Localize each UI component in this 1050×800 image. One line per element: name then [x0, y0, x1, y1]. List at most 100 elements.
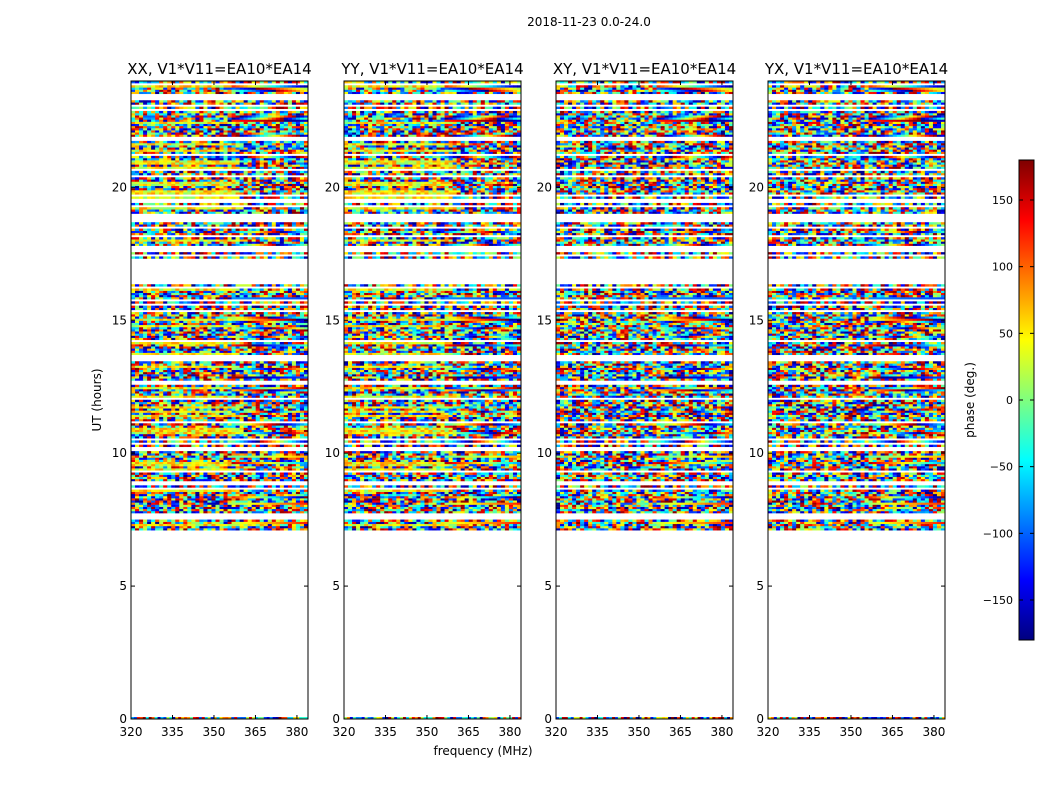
- heatmap-cell: [151, 395, 156, 398]
- heatmap-cell: [163, 192, 168, 195]
- heatmap-cell: [251, 187, 256, 191]
- heatmap-cell: [263, 187, 269, 191]
- heatmap-cell: [279, 429, 285, 433]
- heatmap-cell: [163, 468, 168, 471]
- heatmap-cell: [179, 342, 184, 345]
- heatmap-cell: [263, 312, 269, 315]
- heatmap-cell: [215, 412, 220, 415]
- heatmap-cell: [167, 181, 172, 184]
- heatmap-cell: [227, 209, 232, 212]
- heatmap-cell: [191, 523, 196, 527]
- heatmap-cell: [243, 329, 248, 332]
- heatmap-cell: [235, 314, 240, 317]
- heatmap-cell: [219, 436, 224, 439]
- heatmap-cell: [279, 301, 285, 304]
- heatmap-cell: [163, 444, 168, 448]
- heatmap-cell: [275, 498, 281, 501]
- heatmap-cell: [243, 252, 248, 255]
- heatmap-cell: [191, 365, 196, 368]
- heatmap-cell: [287, 297, 293, 300]
- heatmap-cell: [303, 457, 308, 460]
- heatmap-cell: [203, 412, 208, 415]
- heatmap-cell: [251, 183, 256, 187]
- heatmap-cell: [195, 327, 200, 330]
- heatmap-cell: [271, 288, 277, 291]
- heatmap-cell: [147, 504, 152, 507]
- heatmap-cell: [247, 476, 252, 480]
- heatmap-cell: [151, 348, 156, 351]
- heatmap-cell: [203, 252, 208, 255]
- heatmap-cell: [287, 230, 293, 234]
- heatmap-cell: [143, 374, 148, 377]
- heatmap-cell: [215, 314, 220, 317]
- heatmap-cell: [143, 183, 148, 187]
- heatmap-cell: [139, 410, 144, 413]
- heatmap-cell: [171, 395, 176, 398]
- heatmap-cell: [139, 401, 144, 405]
- heatmap-cell: [171, 333, 176, 336]
- heatmap-cell: [223, 322, 228, 326]
- heatmap-cell: [267, 472, 273, 475]
- heatmap-cell: [259, 476, 265, 480]
- heatmap-cell: [215, 468, 220, 471]
- heatmap-cell: [223, 455, 228, 458]
- heatmap-cell: [223, 374, 228, 377]
- heatmap-cell: [231, 401, 236, 405]
- heatmap-cell: [135, 451, 140, 454]
- heatmap-cell: [195, 521, 200, 525]
- heatmap-cell: [291, 367, 297, 371]
- heatmap-cell: [223, 463, 228, 467]
- heatmap-cell: [243, 312, 248, 315]
- heatmap-cell: [175, 327, 180, 330]
- heatmap-cell: [291, 224, 297, 227]
- heatmap-cell: [219, 207, 224, 210]
- heatmap-cell: [207, 252, 212, 255]
- heatmap-cell: [143, 401, 148, 405]
- heatmap-cell: [171, 252, 176, 255]
- heatmap-cell: [239, 468, 244, 471]
- heatmap-cell: [255, 451, 261, 454]
- heatmap-cell: [215, 404, 220, 407]
- heatmap-cell: [239, 457, 244, 460]
- heatmap-cell: [163, 307, 168, 311]
- heatmap-cell: [231, 314, 236, 317]
- heatmap-cell: [295, 489, 301, 492]
- heatmap-cell: [239, 489, 244, 492]
- heatmap-cell: [167, 502, 172, 505]
- heatmap-cell: [163, 314, 168, 317]
- heatmap-cell: [183, 327, 188, 330]
- heatmap-cell: [135, 342, 140, 345]
- heatmap-cell: [291, 502, 297, 505]
- heatmap-cell: [255, 399, 261, 403]
- heatmap-cell: [195, 474, 200, 477]
- heatmap-cell: [223, 496, 228, 499]
- heatmap-cell: [231, 493, 236, 497]
- heatmap-cell: [163, 292, 168, 296]
- heatmap-cell: [215, 433, 220, 437]
- heatmap-cell: [259, 410, 265, 413]
- heatmap-cell: [167, 243, 172, 246]
- heatmap-cell: [143, 284, 148, 287]
- heatmap-cell: [179, 224, 184, 227]
- heatmap-cell: [235, 237, 240, 240]
- heatmap-cell: [143, 367, 148, 371]
- heatmap-cell: [175, 344, 180, 347]
- heatmap-cell: [235, 436, 240, 439]
- heatmap-cell: [235, 350, 240, 353]
- heatmap-cell: [195, 399, 200, 403]
- heatmap-cell: [143, 322, 148, 326]
- heatmap-cell: [271, 476, 277, 480]
- heatmap-cell: [171, 506, 176, 510]
- heatmap-cell: [271, 399, 277, 403]
- heatmap-cell: [215, 335, 220, 338]
- heatmap-cell: [255, 455, 261, 458]
- heatmap-cell: [271, 491, 277, 495]
- heatmap-cell: [287, 427, 293, 430]
- heatmap-cell: [267, 378, 273, 381]
- heatmap-cell: [139, 292, 144, 296]
- heatmap-cell: [179, 399, 184, 403]
- heatmap-cell: [167, 478, 172, 482]
- heatmap-cell: [231, 224, 236, 227]
- heatmap-cell: [131, 408, 136, 411]
- figure-title: 2018-11-23 0.0-24.0: [527, 15, 651, 29]
